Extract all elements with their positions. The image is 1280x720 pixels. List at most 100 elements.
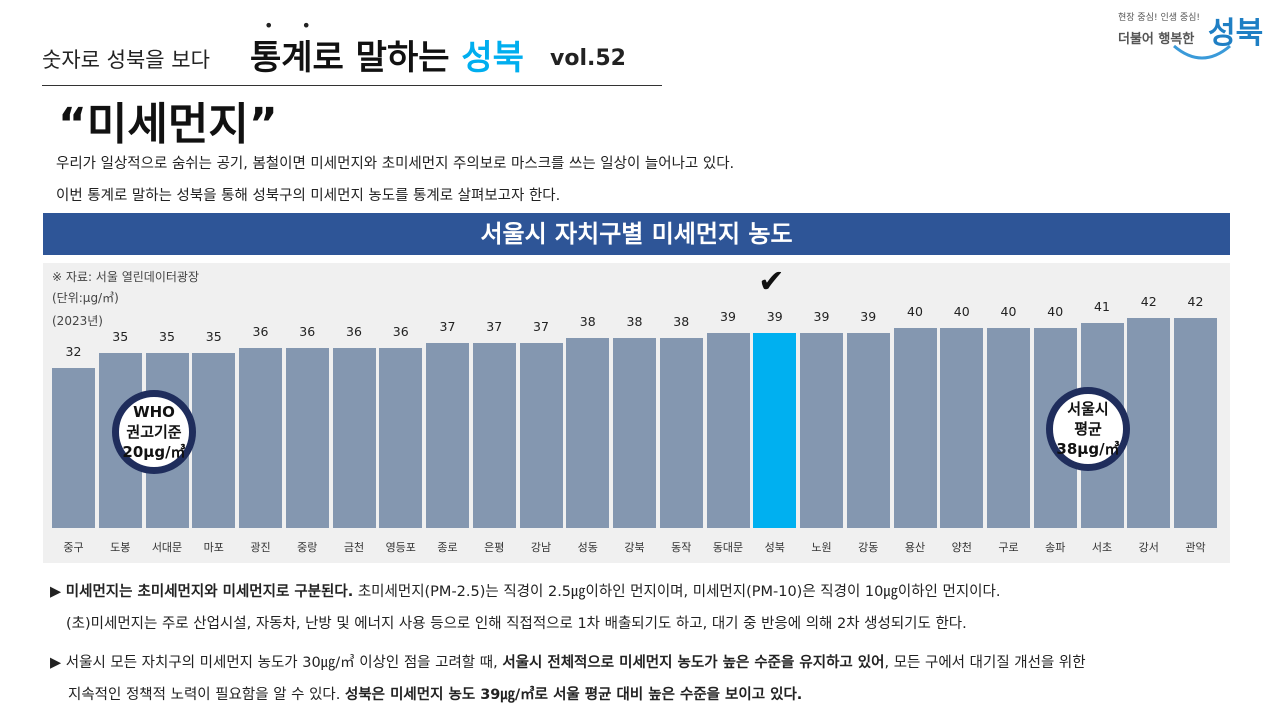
category-label: 양천 bbox=[951, 541, 972, 554]
bar-강남 bbox=[519, 343, 563, 528]
bar-종로 bbox=[426, 343, 469, 528]
bar-동작 bbox=[659, 338, 703, 528]
intro-line-2: 이번 통계로 말하는 성북을 통해 성북구의 미세먼지 농도를 통계로 살펴보고… bbox=[56, 188, 561, 204]
bar-성북 bbox=[753, 333, 797, 528]
value-label: 35 bbox=[205, 329, 222, 344]
category-label: 광진 bbox=[250, 541, 271, 554]
bullet-2-line-2-bold: 성북은 미세먼지 농도 39㎍/㎥로 서울 평균 대비 높은 수준을 보이고 있… bbox=[345, 687, 803, 703]
title-accent: 성북 bbox=[461, 38, 524, 78]
logo-line: 더불어 행복한 bbox=[1118, 32, 1195, 47]
value-label: 38 bbox=[673, 314, 690, 329]
bar-강동 bbox=[846, 333, 890, 528]
bullet-2-line-2: 지속적인 정책적 노력이 필요함을 알 수 있다. 성북은 미세먼지 농도 39… bbox=[68, 683, 802, 704]
value-label: 38 bbox=[579, 314, 596, 329]
bar-용산 bbox=[893, 328, 937, 528]
category-label: 동대문 bbox=[712, 541, 744, 554]
bullet-1-rest: 초미세먼지(PM-2.5)는 직경이 2.5㎍이하인 먼지이며, 미세먼지(PM… bbox=[353, 584, 1001, 600]
smile-icon bbox=[1173, 44, 1231, 60]
chart-unit: (단위:μg/㎥) bbox=[52, 291, 119, 305]
category-label: 구로 bbox=[998, 541, 1019, 554]
bar-양천 bbox=[940, 328, 984, 528]
intro-line-1: 우리가 일상적으로 숨쉬는 공기, 봄철이면 미세먼지와 초미세먼지 주의보로 … bbox=[56, 156, 735, 172]
topic-title: “미세먼지” bbox=[58, 99, 278, 150]
seoul-average-badge: 서울시 평균 38μg/㎥ bbox=[1046, 387, 1130, 471]
value-label: 36 bbox=[252, 324, 269, 339]
bar-강서 bbox=[1127, 318, 1171, 528]
who-line-2: 권고기준 bbox=[126, 423, 182, 441]
value-label: 40 bbox=[953, 304, 970, 319]
chart-title: 서울시 자치구별 미세먼지 농도 bbox=[43, 213, 1230, 255]
bar-금천 bbox=[332, 348, 376, 528]
category-label: 강서 bbox=[1138, 541, 1159, 554]
bar-영등포 bbox=[379, 348, 423, 528]
category-label: 금천 bbox=[343, 541, 365, 554]
value-label: 37 bbox=[439, 319, 456, 334]
category-label: 용산 bbox=[904, 541, 926, 554]
value-label: 42 bbox=[1187, 294, 1204, 309]
value-label: 40 bbox=[1047, 304, 1064, 319]
value-label: 39 bbox=[720, 309, 736, 324]
value-label: 39 bbox=[766, 309, 783, 324]
category-label: 서대문 bbox=[151, 541, 183, 554]
avg-line-3: 38μg/㎥ bbox=[1056, 440, 1120, 458]
bar-동대문 bbox=[706, 333, 750, 528]
bar-관악 bbox=[1174, 318, 1217, 528]
avg-line-2: 평균 bbox=[1074, 420, 1102, 438]
bar-노원 bbox=[800, 333, 843, 528]
category-label: 동작 bbox=[671, 541, 692, 554]
bullet-2-line-2a: 지속적인 정책적 노력이 필요함을 알 수 있다. bbox=[68, 687, 345, 703]
bullet-1-bold: 미세먼지는 초미세먼지와 미세먼지로 구분된다. bbox=[65, 584, 354, 600]
value-label: 35 bbox=[159, 329, 175, 344]
who-line-1: WHO bbox=[133, 403, 175, 421]
bullet-2: ▶ 서울시 모든 자치구의 미세먼지 농도가 30㎍/㎥ 이상인 점을 고려할 … bbox=[50, 655, 1086, 671]
bar-강북 bbox=[613, 338, 656, 528]
page-title: 통계로 말하는 성북 bbox=[250, 30, 524, 79]
logo-name: 성북 bbox=[1208, 16, 1264, 51]
value-label: 41 bbox=[1094, 299, 1110, 314]
title-prefix: 통계로 말하는 bbox=[250, 38, 450, 78]
avg-line-1: 서울시 bbox=[1067, 400, 1109, 418]
who-standard-badge: WHO 권고기준 20μg/㎥ bbox=[112, 390, 196, 474]
category-label: 관악 bbox=[1185, 541, 1206, 554]
category-label: 강북 bbox=[624, 541, 645, 554]
bullet-2-bold: 서울시 전체적으로 미세먼지 농도가 높은 수준을 유지하고 있어 bbox=[502, 655, 885, 671]
bullet-1: ▶ 미세먼지는 초미세먼지와 미세먼지로 구분된다. 초미세먼지(PM-2.5)… bbox=[50, 584, 1001, 600]
emphasis-dots: •• bbox=[264, 16, 339, 35]
value-label: 39 bbox=[813, 309, 830, 324]
value-label: 38 bbox=[626, 314, 643, 329]
series-label: 숫자로 성북을 보다 bbox=[42, 48, 210, 72]
bar-마포 bbox=[192, 353, 236, 528]
value-label: 37 bbox=[486, 319, 503, 334]
category-label: 마포 bbox=[203, 541, 224, 554]
bullet-1-line-2: (초)미세먼지는 주로 산업시설, 자동차, 난방 및 에너지 사용 등으로 인… bbox=[66, 616, 967, 632]
bullet-2-c: , 모든 구에서 대기질 개선을 위한 bbox=[884, 655, 1086, 671]
who-line-3: 20μg/㎥ bbox=[122, 443, 186, 461]
category-label: 송파 bbox=[1045, 541, 1066, 554]
category-label: 성동 bbox=[577, 541, 598, 554]
bullet-2-a: 서울시 모든 자치구의 미세먼지 농도가 30㎍/㎥ 이상인 점을 고려할 때, bbox=[65, 655, 503, 671]
checkmark-icon: ✔ bbox=[758, 262, 785, 300]
value-label: 36 bbox=[299, 324, 316, 339]
category-label: 성북 bbox=[764, 541, 785, 554]
category-label: 영등포 bbox=[385, 541, 416, 554]
bar-중구 bbox=[52, 368, 95, 528]
bar-은평 bbox=[472, 343, 516, 528]
value-label: 36 bbox=[392, 324, 409, 339]
category-label: 노원 bbox=[811, 541, 832, 554]
bar-광진 bbox=[239, 348, 282, 528]
category-label: 은평 bbox=[484, 541, 505, 554]
category-label: 종로 bbox=[437, 541, 458, 554]
volume-number: vol.52 bbox=[550, 46, 626, 71]
logo-slogan: 현장 중심! 인생 중심! bbox=[1118, 13, 1201, 23]
value-label: 37 bbox=[533, 319, 549, 334]
value-label: 36 bbox=[346, 324, 362, 339]
category-label: 강동 bbox=[858, 541, 879, 554]
bar-성동 bbox=[566, 338, 610, 528]
value-label: 40 bbox=[1000, 304, 1017, 319]
category-label: 중랑 bbox=[297, 541, 318, 554]
value-label: 39 bbox=[860, 309, 877, 324]
category-label: 강남 bbox=[530, 541, 552, 554]
bar-중랑 bbox=[285, 348, 329, 528]
value-label: 40 bbox=[907, 304, 923, 319]
value-label: 42 bbox=[1140, 294, 1157, 309]
